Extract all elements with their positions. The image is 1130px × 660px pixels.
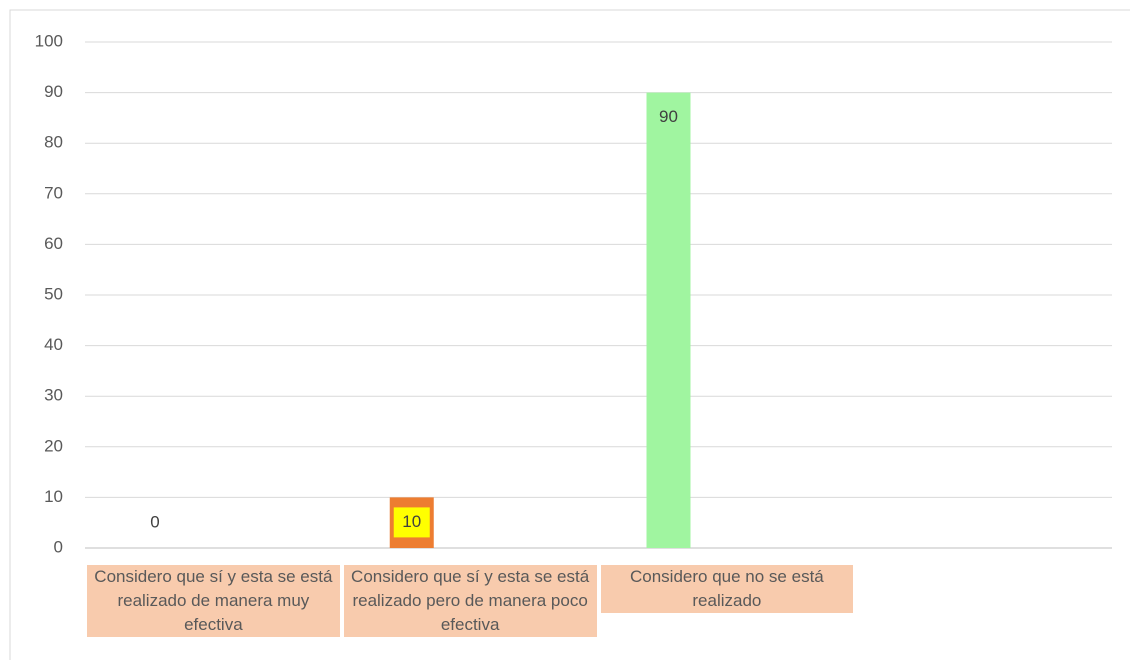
x-tick-box: Considero que sí y esta se está realizad… xyxy=(87,565,340,637)
y-tick-label: 80 xyxy=(44,133,63,152)
chart-frame xyxy=(9,9,1130,660)
x-tick-label: Considero que no se está realizado xyxy=(600,565,854,613)
value-label: 90 xyxy=(659,107,678,126)
value-label: 10 xyxy=(402,512,421,531)
y-tick-label: 20 xyxy=(44,436,63,455)
y-tick-label: 60 xyxy=(44,234,63,253)
x-tick-label: Considero que sí y esta se está realizad… xyxy=(87,565,340,637)
y-tick-label: 70 xyxy=(44,183,63,202)
y-tick-label: 100 xyxy=(35,31,63,50)
value-label: 0 xyxy=(150,512,159,531)
y-tick-label: 30 xyxy=(44,386,63,405)
value-label-box xyxy=(393,507,430,538)
y-tick-label: 40 xyxy=(44,335,63,354)
y-tick-label: 90 xyxy=(44,82,63,101)
y-tick-label: 10 xyxy=(44,487,63,506)
x-tick-box: Considero que sí y esta se está realizad… xyxy=(343,565,597,637)
x-tick-label: Considero que sí y esta se está realizad… xyxy=(343,565,597,637)
y-tick-label: 50 xyxy=(44,284,63,303)
y-tick-label: 0 xyxy=(54,537,63,556)
x-tick-box: Considero que no se está realizado xyxy=(600,565,854,613)
bar xyxy=(646,92,691,548)
